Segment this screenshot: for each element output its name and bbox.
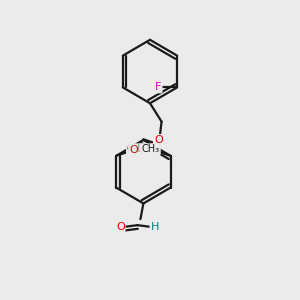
Text: F: F	[155, 82, 161, 92]
Text: O: O	[149, 145, 158, 155]
Text: CH₃: CH₃	[142, 144, 160, 154]
Text: H: H	[150, 222, 159, 232]
Text: CH₃: CH₃	[127, 144, 145, 154]
Text: O: O	[129, 145, 138, 155]
Text: O: O	[154, 135, 163, 145]
Text: O: O	[116, 222, 125, 232]
